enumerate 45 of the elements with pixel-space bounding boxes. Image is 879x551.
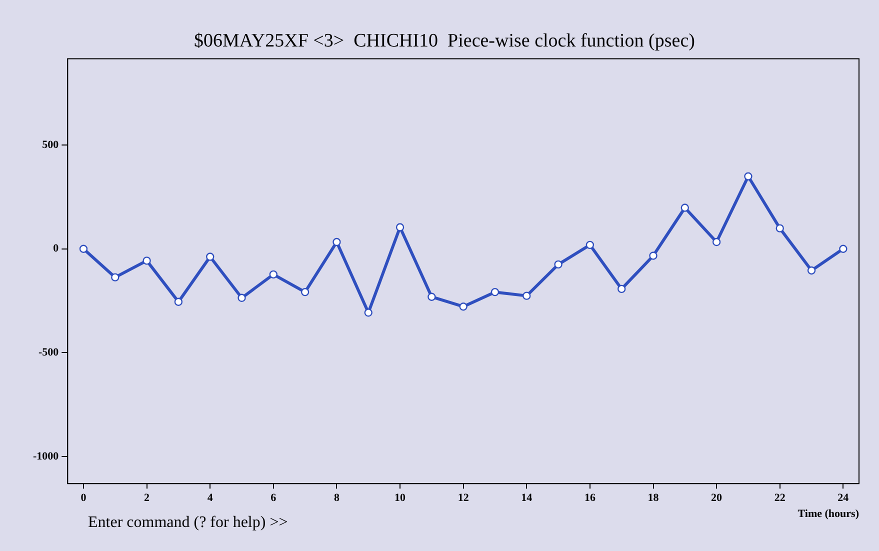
point (649, 252, 658, 260)
point (586, 240, 594, 250)
x-tick-label: 0 (80, 492, 87, 504)
x-tick-label: 14 (521, 492, 533, 504)
point (79, 244, 88, 253)
point (174, 298, 183, 306)
point (238, 294, 246, 302)
point (839, 244, 848, 253)
point (744, 172, 752, 180)
point (807, 266, 816, 275)
point (680, 204, 690, 212)
x-tick-label: 10 (394, 492, 406, 504)
point (776, 224, 784, 232)
x-tick-label: 16 (584, 492, 596, 504)
point (364, 308, 372, 317)
point (269, 270, 278, 279)
x-tick-label: 12 (458, 492, 470, 504)
point (459, 302, 468, 311)
point (428, 292, 436, 301)
point (332, 238, 341, 246)
point (522, 292, 531, 300)
y-tick-label: 0 (53, 242, 60, 255)
point (396, 223, 404, 232)
y-tick-label: -1000 (32, 450, 60, 462)
x-tick-label: 20 (711, 492, 723, 504)
point (206, 252, 214, 261)
x-tick-label: 6 (270, 492, 277, 504)
y-tick-label: 500 (42, 138, 60, 151)
point (490, 288, 500, 296)
point (712, 238, 721, 246)
point (554, 260, 562, 269)
y-tick-label: -500 (38, 346, 60, 359)
x-tick-label: 8 (334, 492, 340, 504)
x-tick-label: 18 (648, 492, 660, 504)
point (300, 288, 310, 296)
chart-title: $06MAY25XF <3> CHICHI10 Piece-wise clock function (psec) (194, 30, 695, 52)
point (111, 273, 120, 282)
x-tick-label: 24 (838, 492, 850, 504)
point (618, 284, 626, 294)
x-tick-label: 2 (144, 492, 150, 504)
x-axis-title: Time (hours) (798, 508, 860, 520)
x-tick-label: 4 (207, 492, 214, 504)
text: Enter command (? for help) >> (88, 514, 288, 531)
x-tick-label: 22 (774, 492, 786, 504)
point (142, 256, 151, 265)
